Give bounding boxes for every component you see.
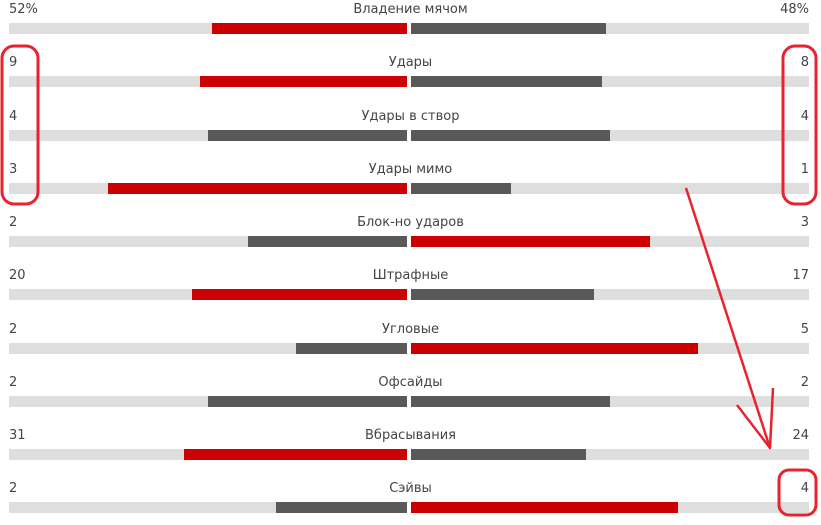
away-bar (411, 289, 594, 300)
away-bar-track (411, 396, 809, 407)
home-bar (248, 236, 407, 247)
away-bar-track (411, 23, 809, 34)
stat-label: Владение мячом (353, 2, 468, 17)
stat-row: 2 Угловые 5 (0, 321, 821, 361)
home-bar-track (9, 449, 407, 460)
away-bar (411, 449, 586, 460)
home-value: 2 (9, 215, 18, 230)
stat-label: Удары (388, 55, 433, 70)
home-bar (208, 396, 407, 407)
away-bar-track (411, 183, 809, 194)
away-value: 4 (800, 481, 809, 496)
home-value: 2 (9, 481, 18, 496)
home-bar-track (9, 343, 407, 354)
stat-row: 52% Владение мячом 48% (0, 1, 821, 41)
home-bar (200, 76, 407, 87)
away-value: 1 (800, 162, 809, 177)
home-bar-track (9, 236, 407, 247)
stat-label: Угловые (382, 322, 439, 337)
stat-row: 2 Сэйвы 4 (0, 480, 821, 520)
away-value: 4 (800, 109, 809, 124)
stat-row: 3 Удары мимо 1 (0, 161, 821, 201)
home-value: 31 (9, 428, 26, 443)
stat-row: 4 Удары в створ 4 (0, 108, 821, 148)
stat-row: 20 Штрафные 17 (0, 267, 821, 307)
home-value: 2 (9, 375, 18, 390)
home-value: 20 (9, 268, 26, 283)
stat-row: 31 Вбрасывания 24 (0, 427, 821, 467)
stat-label: Сэйвы (389, 481, 432, 496)
away-bar (411, 76, 602, 87)
home-bar (276, 502, 407, 513)
away-bar-track (411, 449, 809, 460)
home-bar-track (9, 396, 407, 407)
stat-label: Офсайды (378, 375, 443, 390)
home-bar (296, 343, 407, 354)
away-bar-track (411, 502, 809, 513)
away-bar-track (411, 130, 809, 141)
away-bar-track (411, 76, 809, 87)
home-value: 52% (9, 2, 38, 17)
home-value: 2 (9, 322, 18, 337)
stat-label: Удары в створ (361, 109, 460, 124)
away-bar (411, 23, 606, 34)
home-bar-track (9, 23, 407, 34)
home-bar (212, 23, 407, 34)
home-bar (184, 449, 407, 460)
stat-label: Удары мимо (368, 162, 453, 177)
home-bar (192, 289, 407, 300)
stat-row: 2 Блок-но ударов 3 (0, 214, 821, 254)
stat-row: 2 Офсайды 2 (0, 374, 821, 414)
away-bar (411, 183, 511, 194)
away-value: 2 (800, 375, 809, 390)
away-value: 3 (800, 215, 809, 230)
away-bar-track (411, 343, 809, 354)
stat-label: Вбрасывания (365, 428, 456, 443)
away-value: 48% (780, 2, 809, 17)
home-bar-track (9, 130, 407, 141)
home-bar (208, 130, 407, 141)
stat-label: Блок-но ударов (357, 215, 464, 230)
away-value: 17 (792, 268, 809, 283)
away-bar-track (411, 236, 809, 247)
away-bar (411, 396, 610, 407)
home-bar-track (9, 289, 407, 300)
home-bar-track (9, 502, 407, 513)
home-bar (108, 183, 407, 194)
away-bar (411, 343, 698, 354)
stat-row: 9 Удары 8 (0, 54, 821, 94)
away-value: 8 (800, 55, 809, 70)
away-bar (411, 236, 650, 247)
away-bar-track (411, 289, 809, 300)
away-bar (411, 502, 678, 513)
away-value: 24 (792, 428, 809, 443)
away-value: 5 (800, 322, 809, 337)
away-bar (411, 130, 610, 141)
home-bar-track (9, 76, 407, 87)
home-bar-track (9, 183, 407, 194)
stat-label: Штрафные (372, 268, 449, 283)
